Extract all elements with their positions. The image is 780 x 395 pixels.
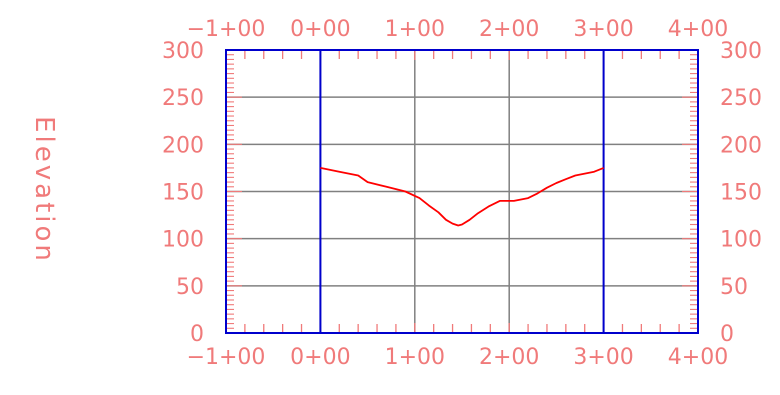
y-tick-label-left: 50 (176, 275, 204, 300)
tick-labels: −1+00 −1+00 0+00 0+00 1+00 1+00 2+00 2+00 3+00 3+… (162, 17, 762, 370)
x-tick-label-top: −1+00 (187, 17, 266, 42)
x-tick-label-top: 0+00 (290, 17, 350, 42)
grid-lines (225, 49, 699, 334)
x-tick-label-bottom: −1+00 (187, 345, 266, 370)
y-tick-label-right: 50 (720, 275, 748, 300)
y-tick-label-left: 300 (162, 39, 204, 64)
series-layer (320, 167, 604, 227)
y-tick-label-right: 100 (720, 228, 762, 253)
y-tick-label-left: 250 (162, 86, 204, 111)
y-tick-label-right: 150 (720, 181, 762, 206)
y-tick-label-left: 200 (162, 133, 204, 158)
y-tick-label-right: 250 (720, 86, 762, 111)
x-tick-label-top: 3+00 (573, 17, 633, 42)
y-axis-label: Elevation (29, 116, 59, 264)
plot-border (225, 49, 699, 334)
x-tick-label-bottom: 2+00 (479, 345, 539, 370)
y-tick-label-right: 0 (720, 322, 734, 347)
y-tick-label-left: 150 (162, 181, 204, 206)
y-tick-label-right: 300 (720, 39, 762, 64)
x-tick-label-bottom: 4+00 (668, 345, 728, 370)
x-tick-label-bottom: 3+00 (573, 345, 633, 370)
y-tick-label-left: 100 (162, 228, 204, 253)
x-tick-label-bottom: 1+00 (385, 345, 445, 370)
y-tick-label-right: 200 (720, 133, 762, 158)
ground-profile-line (320, 167, 604, 227)
x-tick-label-bottom: 0+00 (290, 345, 350, 370)
axis-ticks (225, 49, 699, 334)
x-tick-label-top: 1+00 (385, 17, 445, 42)
y-tick-label-left: 0 (190, 322, 204, 347)
x-tick-label-top: 2+00 (479, 17, 539, 42)
x-tick-label-top: 4+00 (668, 17, 728, 42)
plot-frame (225, 49, 699, 334)
